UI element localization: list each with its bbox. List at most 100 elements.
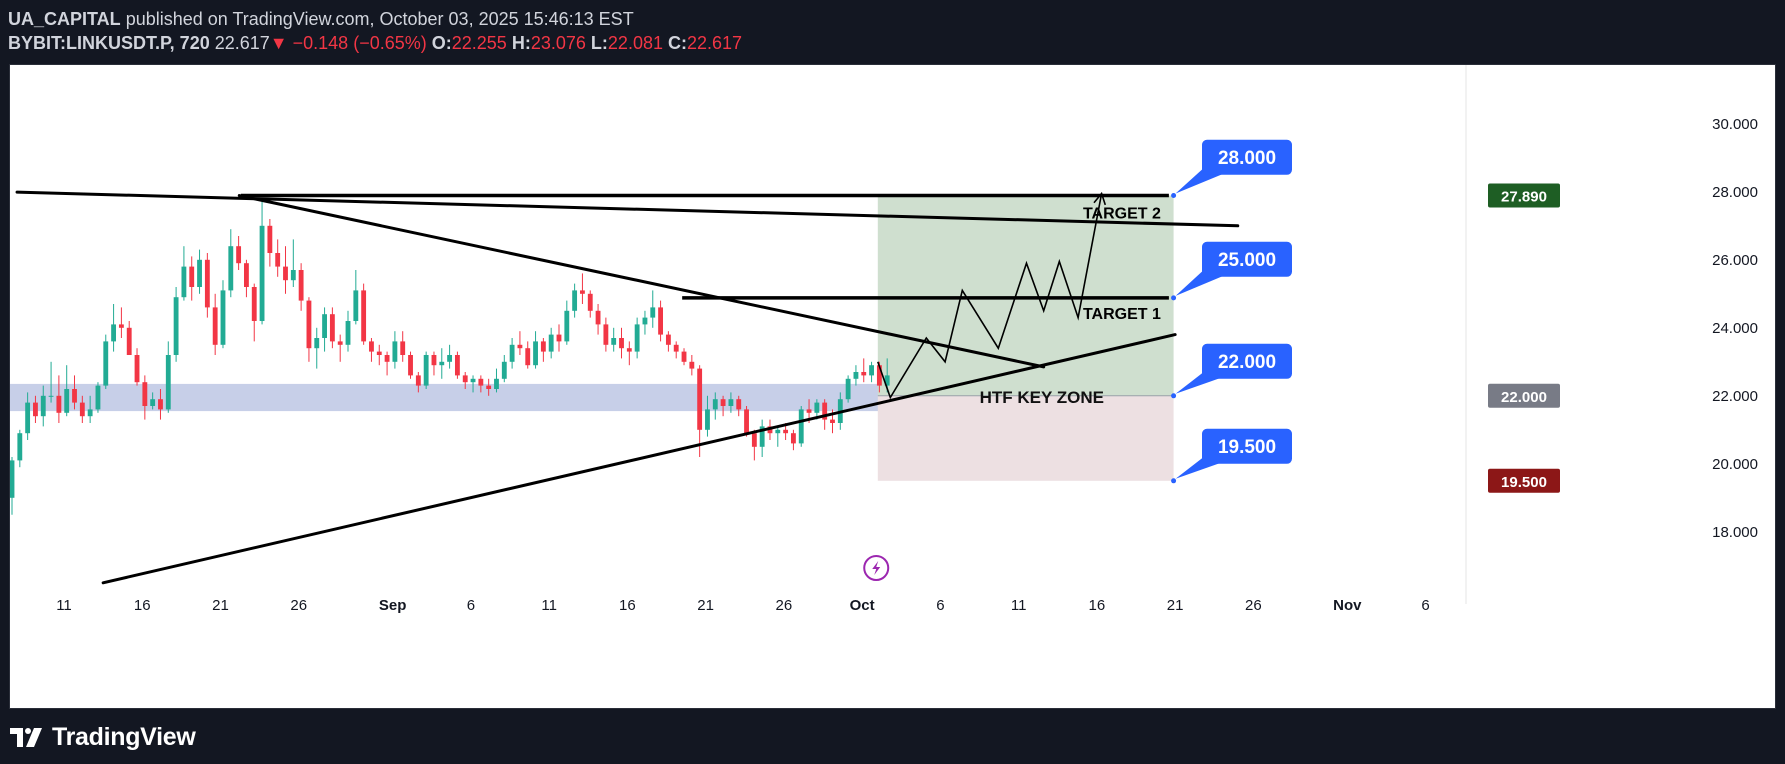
x-tick-label: Sep: [379, 597, 407, 614]
tradingview-logo[interactable]: TradingView: [10, 722, 196, 752]
candle-body: [869, 365, 874, 376]
candle-body: [228, 246, 234, 291]
candle-body: [822, 402, 828, 420]
candle-body: [611, 338, 617, 345]
price-tag-entry: [1488, 383, 1560, 408]
candle-body: [876, 365, 882, 386]
price-chart[interactable]: TARGET 2 TARGET 1 HTF KEY ZONE 28.000 25.000…: [10, 65, 1777, 710]
candle-body: [587, 293, 593, 311]
candle-body: [314, 338, 320, 349]
symbol-name[interactable]: BYBIT:LINKUSDT.P, 720: [8, 33, 210, 53]
candle-body: [540, 341, 546, 352]
high-value: 23.076: [530, 33, 586, 53]
chart-panel[interactable]: TARGET 2 TARGET 1 HTF KEY ZONE 28.000 25.000…: [9, 64, 1776, 709]
projection-path: [877, 193, 1103, 400]
candle-body: [251, 287, 257, 321]
x-tick-label: 26: [290, 597, 307, 614]
y-tick-label: 24.000: [1712, 320, 1758, 337]
candle-body: [595, 310, 601, 325]
candle-body: [634, 324, 640, 352]
x-tick-label: 26: [1245, 597, 1262, 614]
candle-body: [665, 334, 671, 345]
candle-body: [626, 348, 632, 352]
candle-body: [384, 355, 390, 362]
candle-body: [17, 433, 23, 461]
x-tick-label: 16: [134, 597, 151, 614]
candle-body: [103, 341, 109, 386]
candle-body: [486, 385, 492, 389]
candle-body: [525, 348, 531, 366]
x-tick-label: 6: [467, 597, 475, 614]
candle-body: [306, 300, 312, 349]
candle-body: [87, 409, 93, 417]
candle-body: [423, 355, 429, 386]
callout-box: [1202, 428, 1292, 464]
low-label: L:: [590, 33, 608, 53]
candle-body: [470, 378, 476, 383]
candle-body: [126, 327, 132, 355]
author-name[interactable]: UA_CAPITAL: [8, 9, 121, 29]
target-label: TARGET 2: [1083, 206, 1161, 223]
x-tick-label: Nov: [1333, 597, 1362, 614]
arrow-head-icon: [1093, 191, 1107, 206]
candle-body: [509, 344, 515, 362]
candle-body: [275, 253, 281, 267]
x-tick-label: 11: [1011, 597, 1027, 614]
stop-zone: [877, 395, 1174, 481]
candle-body: [478, 378, 484, 386]
candle-body: [775, 429, 781, 434]
callout-price: 25.000: [1218, 250, 1276, 271]
candle-body: [189, 266, 195, 287]
x-tick-label: 6: [1421, 597, 1429, 614]
candle-body: [142, 382, 148, 406]
candle-body: [150, 399, 156, 406]
candle-body: [619, 338, 624, 349]
trendline-3: [101, 333, 1177, 585]
trendline-2: [237, 194, 1046, 369]
candle-body: [454, 355, 460, 376]
candle-body: [290, 270, 296, 281]
candle-body: [236, 246, 242, 264]
candle-body: [369, 341, 374, 352]
candle-body: [720, 399, 726, 406]
candle-body: [517, 344, 523, 349]
tv-logo-icon: [10, 728, 42, 747]
candle-body: [462, 375, 468, 383]
callout-anchor: [1171, 295, 1177, 301]
callout-price: 28.000: [1218, 148, 1276, 169]
candle-body: [392, 341, 398, 362]
candle-body: [580, 290, 585, 294]
x-tick-label: 21: [1167, 597, 1184, 614]
candle-body: [751, 433, 757, 447]
x-tick-label: 16: [619, 597, 636, 614]
callout-box: [1202, 139, 1292, 175]
candle-body: [283, 266, 288, 281]
x-tick-label: 21: [212, 597, 229, 614]
open-label: O:: [431, 33, 452, 53]
key-zone-label: HTF KEY ZONE: [980, 388, 1104, 407]
candle-body: [95, 385, 101, 410]
candle-body: [830, 419, 835, 423]
candle-body: [673, 344, 679, 352]
candle-body: [64, 389, 70, 413]
price-tag-value: 19.500: [1501, 474, 1547, 491]
candle-body: [884, 375, 890, 386]
candle-body: [79, 402, 85, 417]
candle-body: [447, 355, 453, 362]
trendline-1: [15, 190, 1240, 228]
open-value: 22.255: [451, 33, 507, 53]
target-zone: [877, 195, 1174, 396]
candle-body: [439, 361, 445, 366]
candle-body: [376, 351, 382, 355]
y-tick-label: 30.000: [1712, 116, 1758, 133]
candle-body: [572, 290, 578, 311]
candle-body: [361, 290, 367, 342]
candle-body: [548, 334, 554, 352]
x-tick-label: 26: [776, 597, 793, 614]
y-tick-label: 20.000: [1712, 456, 1758, 473]
candle-body: [345, 321, 351, 345]
down-arrow-icon: ▼: [269, 33, 288, 53]
candle-body: [259, 225, 265, 321]
publish-info: UA_CAPITAL published on TradingView.com,…: [8, 8, 634, 30]
candle-body: [658, 307, 664, 335]
